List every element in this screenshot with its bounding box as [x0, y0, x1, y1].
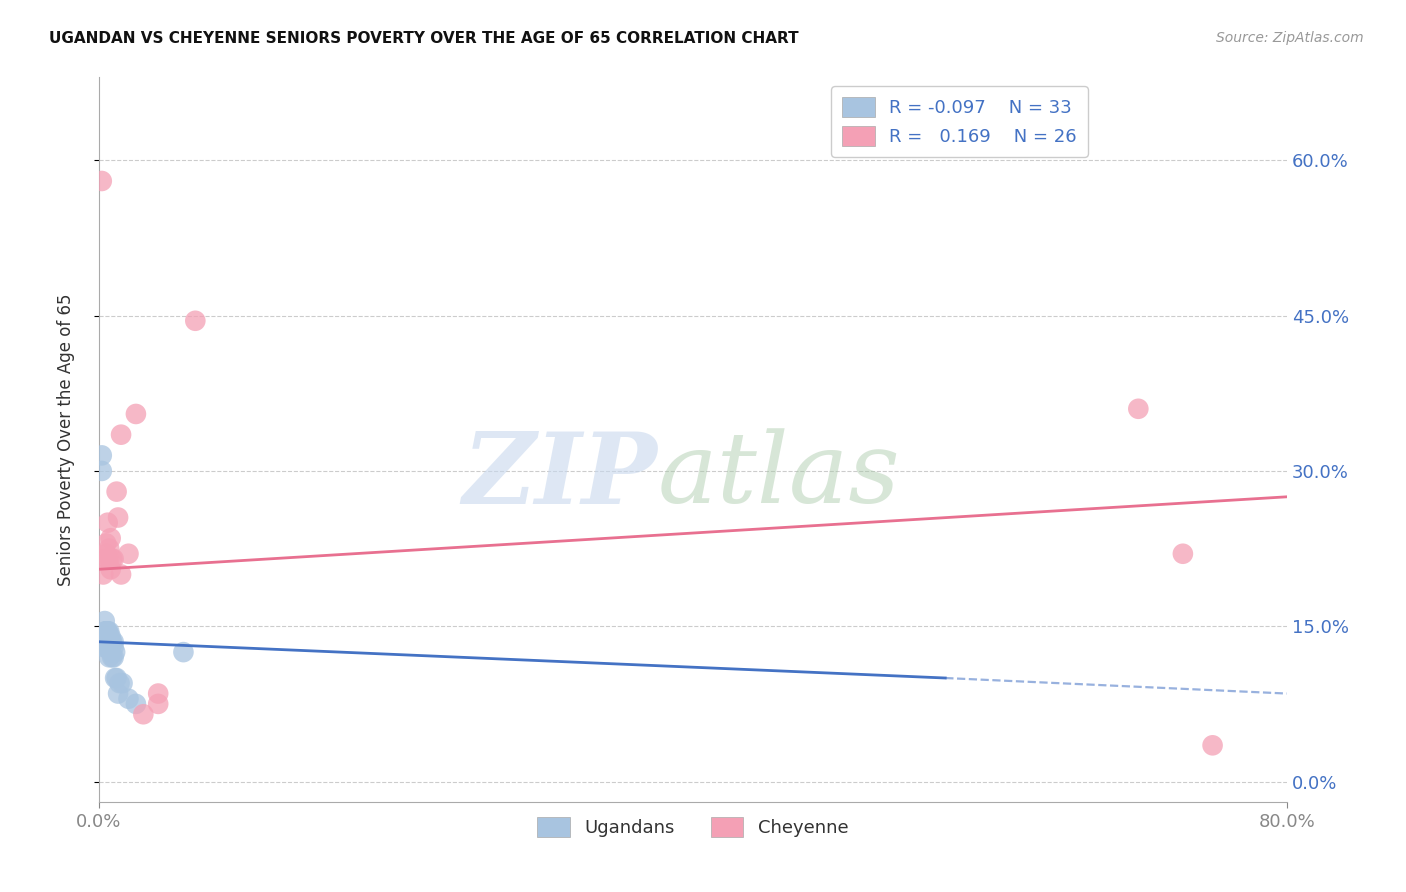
Point — [184, 314, 207, 328]
Point — [96, 547, 118, 561]
Point — [100, 645, 122, 659]
Point — [98, 650, 121, 665]
Point — [90, 449, 112, 463]
Point — [104, 645, 127, 659]
Point — [103, 640, 125, 654]
Point — [108, 676, 131, 690]
Point — [100, 634, 122, 648]
Point — [93, 552, 115, 566]
Text: ZIP: ZIP — [463, 428, 657, 524]
Point — [103, 650, 125, 665]
Text: atlas: atlas — [657, 428, 900, 524]
Point — [97, 634, 120, 648]
Point — [110, 567, 132, 582]
Point — [105, 671, 128, 685]
Point — [91, 567, 114, 582]
Point — [91, 640, 114, 654]
Point — [93, 614, 115, 628]
Point — [98, 552, 121, 566]
Point — [1171, 547, 1194, 561]
Point — [117, 691, 139, 706]
Point — [97, 624, 120, 639]
Point — [1201, 739, 1223, 753]
Point — [101, 552, 124, 566]
Point — [96, 624, 118, 639]
Point — [111, 676, 134, 690]
Point — [97, 552, 120, 566]
Point — [93, 624, 115, 639]
Text: Source: ZipAtlas.com: Source: ZipAtlas.com — [1216, 31, 1364, 45]
Point — [110, 427, 132, 442]
Point — [96, 624, 118, 639]
Point — [105, 484, 128, 499]
Point — [96, 536, 118, 550]
Point — [100, 531, 122, 545]
Point — [1128, 401, 1150, 416]
Point — [132, 707, 155, 722]
Point — [117, 547, 139, 561]
Point — [98, 624, 121, 639]
Point — [100, 630, 122, 644]
Point — [98, 640, 121, 654]
Point — [97, 624, 120, 639]
Point — [103, 634, 125, 648]
Legend: Ugandans, Cheyenne: Ugandans, Cheyenne — [530, 810, 855, 844]
Point — [93, 630, 115, 644]
Text: UGANDAN VS CHEYENNE SENIORS POVERTY OVER THE AGE OF 65 CORRELATION CHART: UGANDAN VS CHEYENNE SENIORS POVERTY OVER… — [49, 31, 799, 46]
Point — [103, 552, 125, 566]
Point — [107, 687, 129, 701]
Y-axis label: Seniors Poverty Over the Age of 65: Seniors Poverty Over the Age of 65 — [58, 293, 75, 586]
Point — [90, 174, 112, 188]
Point — [97, 516, 120, 530]
Point — [98, 630, 121, 644]
Point — [104, 671, 127, 685]
Point — [148, 697, 170, 711]
Point — [125, 697, 148, 711]
Point — [125, 407, 148, 421]
Point — [90, 464, 112, 478]
Point — [96, 640, 118, 654]
Point — [101, 634, 124, 648]
Point — [100, 562, 122, 576]
Point — [107, 510, 129, 524]
Point — [101, 650, 124, 665]
Point — [98, 541, 121, 556]
Point — [172, 645, 194, 659]
Point — [148, 687, 170, 701]
